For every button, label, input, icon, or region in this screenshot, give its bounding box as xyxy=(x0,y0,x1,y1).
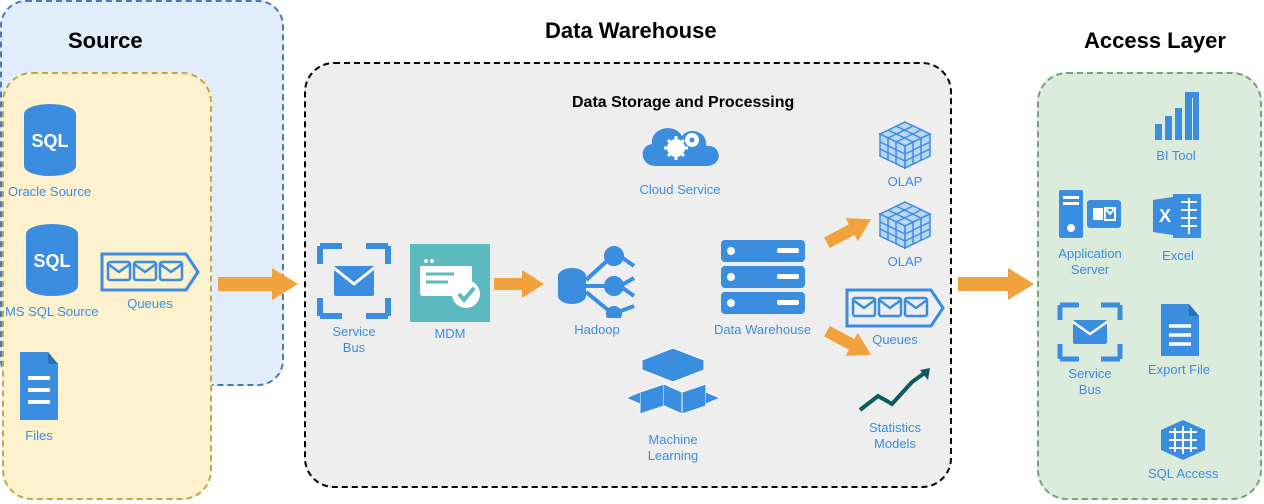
hadoop-label: Hadoop xyxy=(574,322,620,338)
stats-node: Statistics Models xyxy=(856,366,934,451)
export-file-node: Export File xyxy=(1148,302,1210,378)
trend-icon xyxy=(856,366,934,416)
service-bus-label: Service Bus xyxy=(332,324,375,355)
export-file-label: Export File xyxy=(1148,362,1210,378)
source-title: Source xyxy=(68,28,143,54)
sql-db-icon: SQL xyxy=(17,222,87,300)
bi-tool-icon xyxy=(1149,88,1203,144)
arrow-dw-to-access xyxy=(958,264,1036,304)
envelope-box-icon xyxy=(316,242,392,320)
access-title: Access Layer xyxy=(1084,28,1226,54)
servers-icon xyxy=(717,236,809,318)
file-icon xyxy=(1151,302,1207,358)
files-node: Files xyxy=(14,348,64,444)
envelope-box-icon xyxy=(1057,302,1123,362)
ml-label: Machine Learning xyxy=(648,432,699,463)
mdm-node: MDM xyxy=(410,244,490,342)
arrow-storage-to-stats xyxy=(822,322,876,364)
olap2-label: OLAP xyxy=(888,254,923,270)
hadoop-node: Hadoop xyxy=(554,236,640,338)
bi-tool-node: BI Tool xyxy=(1149,88,1203,164)
oracle-label: Oracle Source xyxy=(8,184,91,200)
olap1-node: OLAP xyxy=(876,120,934,190)
bi-label: BI Tool xyxy=(1156,148,1196,164)
svg-text:X: X xyxy=(1159,206,1171,226)
mssql-source-node: SQL MS SQL Source xyxy=(5,222,98,320)
arrow-source-to-dw xyxy=(218,264,302,304)
stats-label: Statistics Models xyxy=(869,420,921,451)
svg-text:SQL: SQL xyxy=(31,131,68,151)
olap1-label: OLAP xyxy=(888,174,923,190)
app-server-icon xyxy=(1057,186,1123,242)
data-warehouse-node: Data Warehouse xyxy=(714,236,811,338)
files-label: Files xyxy=(25,428,52,444)
svg-text:SQL: SQL xyxy=(33,251,70,271)
excel-label: Excel xyxy=(1162,248,1194,264)
cube-icon xyxy=(876,200,934,250)
queues-source-node: Queues xyxy=(100,252,200,312)
file-icon xyxy=(14,348,64,424)
queues-src-label: Queues xyxy=(127,296,173,312)
service-bus-access-node: Service Bus xyxy=(1057,302,1123,397)
cloud-gears-icon xyxy=(634,116,726,178)
ml-stack-icon xyxy=(626,346,720,428)
arrow-mdm-to-storage xyxy=(494,266,546,302)
olap2-node: OLAP xyxy=(876,200,934,270)
ml-node: Machine Learning xyxy=(626,346,720,463)
cloud-service-node: Cloud Service xyxy=(634,116,726,198)
dw-title: Data Warehouse xyxy=(545,18,717,44)
mdm-icon xyxy=(410,244,490,322)
excel-icon: X xyxy=(1151,188,1205,244)
cloud-label: Cloud Service xyxy=(640,182,721,198)
storage-title: Data Storage and Processing xyxy=(572,94,794,112)
service-bus2-label: Service Bus xyxy=(1068,366,1111,397)
dwh-label: Data Warehouse xyxy=(714,322,811,338)
hex-grid-icon xyxy=(1155,418,1211,462)
app-server-label: Application Server xyxy=(1058,246,1122,277)
arrow-storage-to-olap xyxy=(822,210,876,252)
hadoop-icon xyxy=(554,236,640,318)
app-server-node: Application Server xyxy=(1057,186,1123,277)
queue-icon xyxy=(100,252,200,292)
excel-node: X Excel xyxy=(1151,188,1205,264)
service-bus-node: Service Bus xyxy=(316,242,392,355)
mdm-label: MDM xyxy=(434,326,465,342)
sql-access-label: SQL Access xyxy=(1148,466,1218,482)
mssql-label: MS SQL Source xyxy=(5,304,98,320)
oracle-source-node: SQL Oracle Source xyxy=(8,102,91,200)
queues-dw-label: Queues xyxy=(872,332,918,348)
sql-db-icon: SQL xyxy=(15,102,85,180)
sql-access-node: SQL Access xyxy=(1148,418,1218,482)
cube-icon xyxy=(876,120,934,170)
